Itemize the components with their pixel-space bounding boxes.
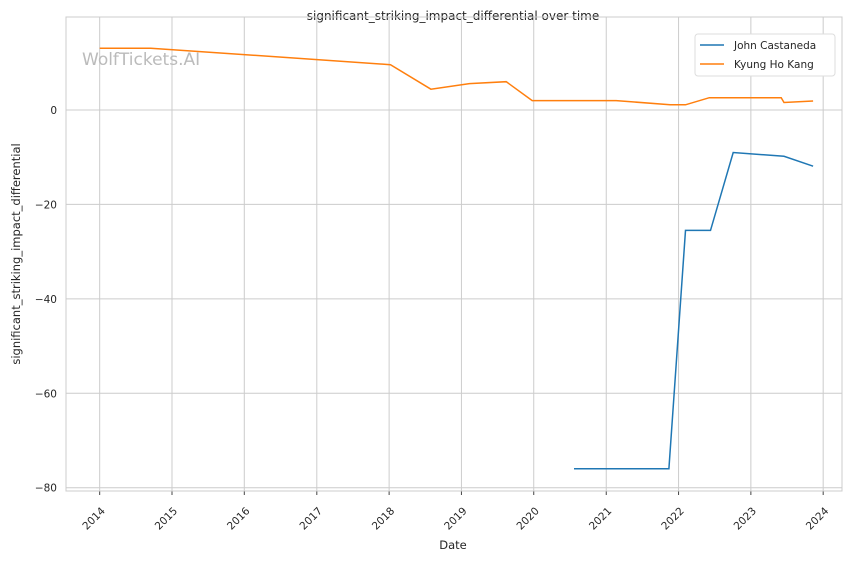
x-tick-label: 2021 [587, 505, 614, 532]
watermark: WolfTickets.AI [82, 50, 200, 70]
x-tick-label: 2014 [80, 505, 108, 533]
x-tick-label: 2018 [370, 505, 397, 532]
x-tick-label: 2024 [804, 505, 832, 533]
x-tick-label: 2016 [225, 505, 253, 533]
x-tick-label: 2023 [732, 505, 759, 532]
x-tick-label: 2017 [298, 505, 325, 532]
plot-frame [65, 16, 843, 492]
legend-box [694, 33, 836, 77]
x-tick-label: 2015 [153, 505, 180, 532]
x-tick-label: 2020 [514, 505, 541, 532]
legend: John Castaneda Kyung Ho Kang [694, 33, 836, 77]
y-tick-label: 0 [50, 105, 57, 117]
y-tick-label: −20 [35, 199, 57, 211]
legend-label: Kyung Ho Kang [734, 59, 814, 71]
x-tick-label: 2022 [659, 505, 686, 532]
chart-title: significant_striking_impact_differential… [307, 9, 599, 23]
series-line-kyung-ho-kang [99, 47, 814, 106]
y-axis-label: significant_striking_impact_differential [9, 143, 23, 364]
legend-label: John Castaneda [733, 40, 816, 52]
series-line-john-castaneda [574, 151, 814, 470]
y-tick-label: −40 [35, 294, 57, 306]
y-tick-label: −80 [35, 483, 57, 495]
y-tick-label: −60 [35, 388, 57, 400]
x-tick-label: 2019 [442, 505, 469, 532]
x-axis-label: Date [439, 538, 467, 552]
